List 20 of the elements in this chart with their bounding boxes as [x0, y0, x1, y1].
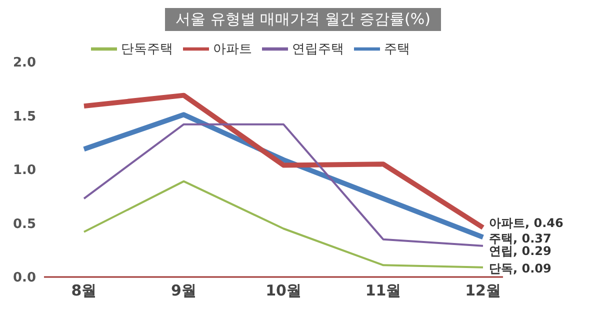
y-tick-label: 1.5 — [12, 109, 36, 124]
x-tick-label: 8월 — [71, 282, 97, 300]
x-tick-label: 9월 — [171, 282, 196, 300]
x-tick-label: 10월 — [266, 282, 302, 300]
legend-label: 연립주택 — [292, 42, 344, 58]
legend-label: 단독주택 — [121, 42, 173, 58]
data-label: 연립, 0.29 — [489, 244, 552, 258]
y-tick-label: 0.5 — [12, 216, 36, 232]
line-series — [83, 180, 484, 268]
data-label: 단독, 0.09 — [489, 262, 552, 276]
y-tick-label: 2.0 — [12, 56, 36, 71]
y-tick-label: 1.0 — [12, 163, 36, 178]
chart-title: 서울 유형별 매매가격 월간 증감률(%) — [165, 8, 441, 31]
x-tick-label: 12월 — [465, 282, 501, 300]
legend-label: 주택 — [384, 42, 410, 58]
x-tick-label: 11월 — [365, 282, 402, 300]
y-tick-label: 0.0 — [12, 270, 36, 286]
data-label: 주택, 0.37 — [489, 232, 552, 246]
data-label: 아파트, 0.46 — [489, 216, 564, 230]
legend-label: 아파트 — [213, 42, 252, 58]
